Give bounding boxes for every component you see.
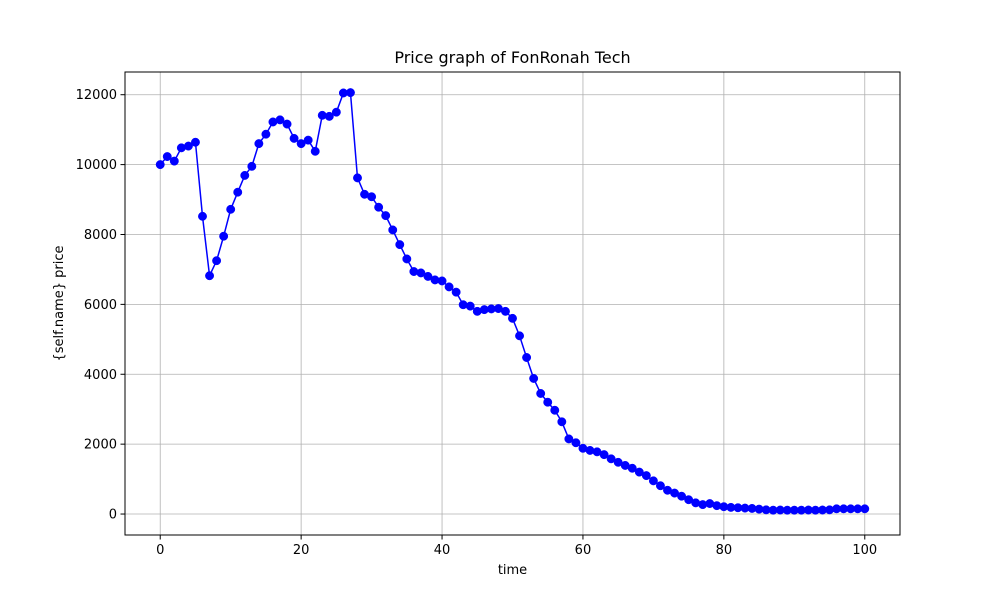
data-point xyxy=(571,438,581,448)
data-point xyxy=(543,397,553,407)
y-tick-label: 0 xyxy=(109,508,117,523)
data-point xyxy=(191,137,200,147)
y-tick-label: 12000 xyxy=(76,88,117,103)
data-point xyxy=(508,313,517,323)
x-tick-label: 40 xyxy=(434,543,451,558)
y-axis-label: {self.name} price xyxy=(52,245,67,361)
y-tick-label: 6000 xyxy=(84,298,117,313)
data-point xyxy=(641,471,651,481)
y-axis-ticks: 0 2000 4000 6000 8000 10000 12000 xyxy=(76,88,125,523)
data-point xyxy=(395,240,405,250)
y-tick-label: 8000 xyxy=(84,228,117,243)
data-point xyxy=(451,287,461,297)
data-point xyxy=(437,276,447,286)
x-tick-label: 60 xyxy=(575,543,592,558)
data-point xyxy=(374,202,384,212)
data-point xyxy=(219,231,229,241)
data-point xyxy=(550,405,560,415)
data-point xyxy=(677,491,687,501)
data-point xyxy=(423,271,433,281)
x-axis-label: time xyxy=(498,563,527,578)
data-point xyxy=(381,211,391,221)
data-point xyxy=(860,504,870,514)
data-point xyxy=(212,256,222,266)
x-tick-label: 80 xyxy=(716,543,733,558)
data-point xyxy=(261,129,271,139)
x-tick-label: 100 xyxy=(852,543,877,558)
data-point xyxy=(296,139,306,149)
plot-area-frame xyxy=(124,71,901,536)
data-point xyxy=(627,463,637,473)
data-point xyxy=(529,374,539,383)
data-point xyxy=(169,156,179,166)
chart-title: Price graph of FonRonah Tech xyxy=(394,48,630,67)
data-point xyxy=(346,88,355,98)
data-point xyxy=(289,133,299,143)
data-point xyxy=(444,282,454,292)
data-point xyxy=(310,146,320,156)
data-point xyxy=(353,173,362,183)
data-point xyxy=(282,119,292,129)
data-point xyxy=(515,331,524,341)
data-point xyxy=(198,211,207,221)
y-tick-label: 2000 xyxy=(84,438,117,453)
y-tick-label: 10000 xyxy=(76,158,117,173)
x-axis-ticks: 0 20 40 60 80 100 xyxy=(156,535,877,558)
data-point xyxy=(247,161,257,171)
data-point xyxy=(606,454,616,464)
data-point xyxy=(226,204,236,214)
data-point xyxy=(367,192,377,202)
data-point xyxy=(536,389,546,398)
y-tick-label: 4000 xyxy=(84,368,117,383)
data-point xyxy=(331,107,341,117)
x-tick-label: 0 xyxy=(156,543,164,558)
data-point xyxy=(557,417,567,427)
data-point xyxy=(254,139,264,149)
data-point xyxy=(233,187,243,197)
data-point xyxy=(564,434,574,444)
data-point xyxy=(162,152,172,162)
data-point xyxy=(303,135,313,145)
data-point xyxy=(656,481,665,491)
data-point xyxy=(324,111,334,121)
data-point xyxy=(416,268,426,278)
data-point xyxy=(599,450,609,460)
data-point xyxy=(402,254,412,264)
x-tick-label: 20 xyxy=(293,543,310,558)
data-markers xyxy=(155,88,870,515)
data-point xyxy=(465,301,475,311)
data-point xyxy=(648,476,658,486)
data-point xyxy=(275,115,285,125)
data-point xyxy=(205,271,215,281)
data-point xyxy=(183,141,193,151)
data-point xyxy=(388,225,398,235)
data-point xyxy=(501,306,510,316)
data-point xyxy=(634,467,644,477)
data-point xyxy=(522,353,532,362)
data-point xyxy=(155,160,165,170)
grid-lines xyxy=(125,72,900,535)
data-point xyxy=(240,170,250,180)
